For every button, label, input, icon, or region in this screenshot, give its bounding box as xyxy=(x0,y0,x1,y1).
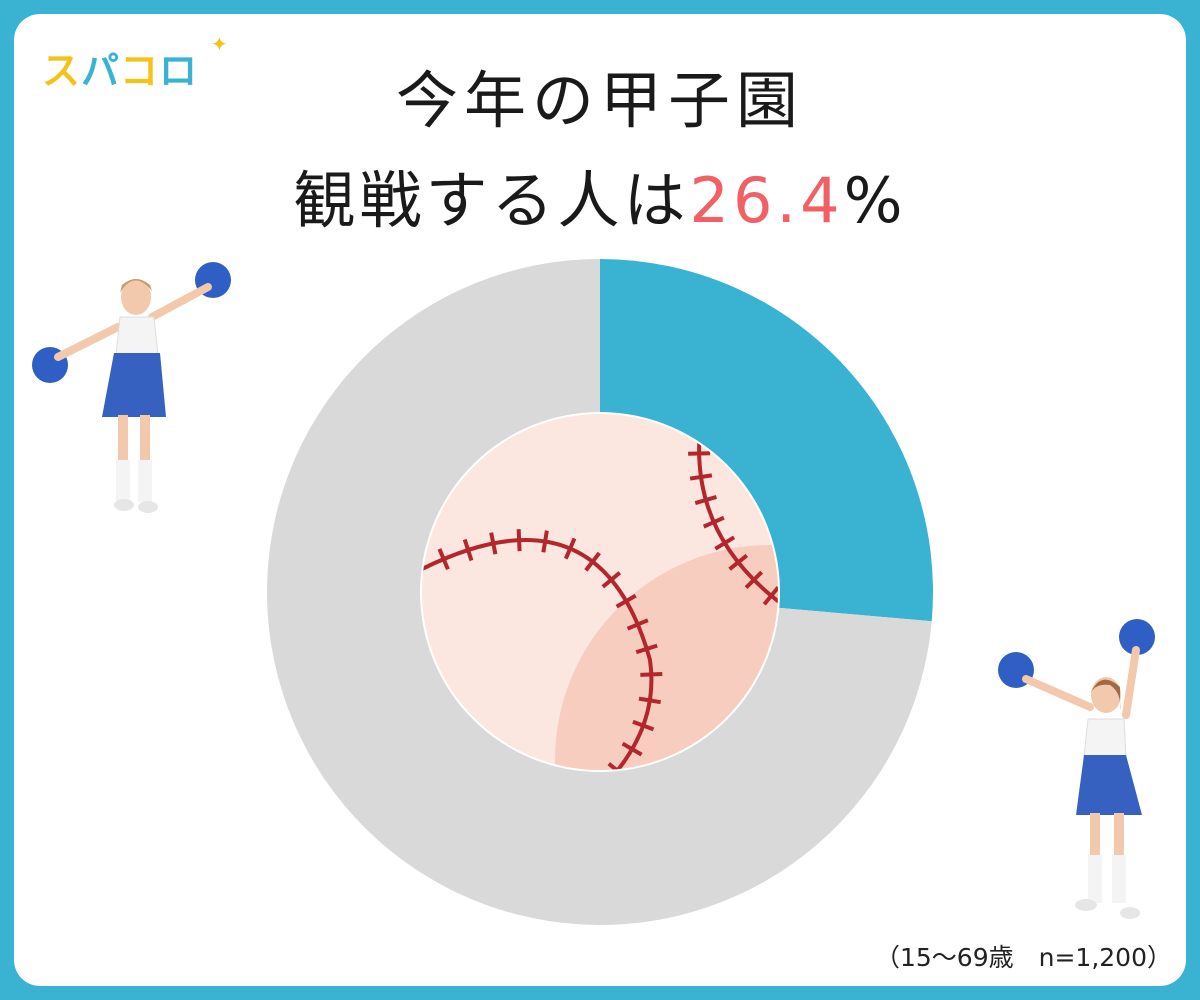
baseball-stitch xyxy=(694,495,717,505)
logo-char: ロ xyxy=(159,49,199,93)
baseball-stitches xyxy=(437,451,778,770)
percent-sign: % xyxy=(843,164,907,237)
page-title: 今年の甲子園 xyxy=(395,64,804,137)
cheerleader-right-illustration xyxy=(998,619,1155,919)
page-subtitle: 観戦する人は26.4% xyxy=(0,170,1200,232)
baseball-seam-right xyxy=(697,429,778,612)
logo-char: ス xyxy=(42,49,82,93)
baseball-stitch xyxy=(714,535,736,551)
baseball-stitch xyxy=(632,719,655,732)
logo-char: コ xyxy=(120,49,160,93)
baseball-stitch xyxy=(635,643,658,655)
pompom-icon xyxy=(1119,619,1155,655)
sample-note: （15～69歳 n=1,200） xyxy=(875,943,1172,972)
baseball-stitch xyxy=(689,473,713,481)
logo-sparkle-icon: ✦ xyxy=(211,32,228,56)
baseball-stitch xyxy=(437,548,450,571)
baseball-stitch xyxy=(626,618,649,631)
donut-slice-watch xyxy=(600,259,933,622)
baseball-stitch xyxy=(584,551,601,572)
baseball-stitch xyxy=(489,532,498,555)
baseball-stitch xyxy=(762,585,778,606)
logo-char: パ xyxy=(81,49,121,93)
baseball-stitch xyxy=(462,538,474,562)
baseball-stitch xyxy=(601,571,622,589)
baseball-stitch xyxy=(728,553,749,571)
baseball-stitch xyxy=(516,529,522,552)
baseball-stitch xyxy=(621,741,643,757)
cheerleader-left-illustration xyxy=(32,262,231,513)
baseball-stitch xyxy=(702,515,725,529)
baseball-stitch xyxy=(541,530,549,553)
baseball-stitch xyxy=(744,570,764,590)
baseball-stitch xyxy=(607,762,628,770)
baseball-stitch xyxy=(563,537,577,560)
donut-slices xyxy=(267,259,933,925)
baseball-stitch xyxy=(638,696,661,705)
donut-slice-not-watch xyxy=(267,259,932,925)
brand-logo: スパコロ xyxy=(42,40,198,95)
baseball-stitch xyxy=(640,672,663,677)
highlight-value: 26.4 xyxy=(689,164,844,237)
baseball-stitch xyxy=(615,593,637,609)
subtitle-text: 観戦する人は xyxy=(293,164,690,237)
